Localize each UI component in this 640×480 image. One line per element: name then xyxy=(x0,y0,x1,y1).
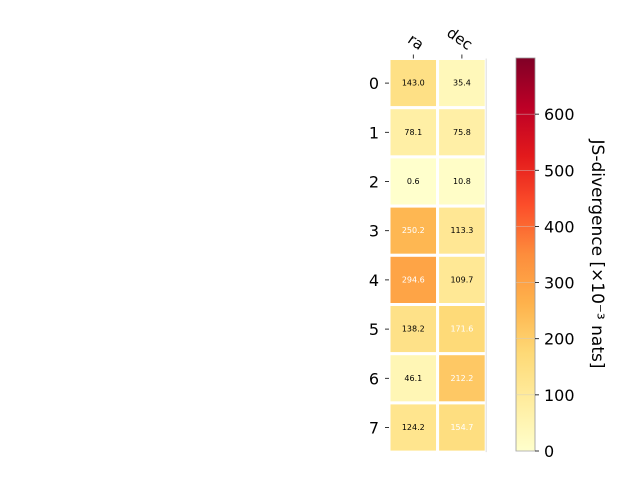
cell-value-label: 113.3 xyxy=(450,226,473,235)
colorbar-label: JS-divergence [×10⁻³ nats] xyxy=(587,139,607,369)
row-tick-label: 1 xyxy=(369,123,379,142)
row-tick-labels: 0 1 2 3 4 5 6 7 xyxy=(369,74,389,438)
cell-value-label: 154.7 xyxy=(450,423,473,432)
row-tick-label: 5 xyxy=(369,320,379,339)
row-tick-label: 3 xyxy=(369,222,379,241)
column-tick-label: ra xyxy=(404,30,427,54)
colorbar-tick-label: 100 xyxy=(544,386,575,405)
row-tick-label: 2 xyxy=(369,173,379,192)
colorbar: 0 100 200 300 400 500 600 xyxy=(515,57,575,461)
cell-value-label: 171.6 xyxy=(450,325,473,334)
heatmap-cell xyxy=(436,401,488,454)
colorbar-tick-label: 600 xyxy=(544,105,575,124)
cell-value-label: 250.2 xyxy=(402,226,425,235)
cell-value-label: 10.8 xyxy=(453,177,471,186)
cell-value-label: 294.6 xyxy=(402,275,425,284)
row-tick-label: 0 xyxy=(369,74,379,93)
column-tick-labels: ra dec xyxy=(404,24,476,59)
colorbar-tick-label: 200 xyxy=(544,330,575,349)
colorbar-gradient xyxy=(515,57,536,452)
colorbar-tick-label: 300 xyxy=(544,274,575,293)
cell-value-label: 138.2 xyxy=(402,325,425,334)
colorbar-tick-label: 0 xyxy=(544,442,554,461)
cell-value-label: 0.6 xyxy=(407,177,420,186)
cell-value-label: 35.4 xyxy=(453,79,471,88)
heatmap-cells: 143.0 35.4 78.1 75.8 0.6 10.8 250.2 113.3 294.6 1… xyxy=(387,57,488,454)
cell-value-label: 124.2 xyxy=(402,423,425,432)
row-tick-label: 6 xyxy=(369,369,379,388)
heatmap-cell xyxy=(436,204,488,257)
column-tick-label: dec xyxy=(443,24,475,54)
colorbar-tick-label: 400 xyxy=(544,217,575,236)
heatmap-cell xyxy=(436,253,488,307)
cell-value-label: 75.8 xyxy=(453,128,471,137)
cell-value-label: 109.7 xyxy=(450,275,473,284)
cell-value-label: 143.0 xyxy=(402,79,425,88)
cell-value-label: 78.1 xyxy=(404,128,422,137)
colorbar-tick-label: 500 xyxy=(544,161,575,180)
row-tick-label: 4 xyxy=(369,271,379,290)
row-tick-label: 7 xyxy=(369,419,379,438)
cell-value-label: 46.1 xyxy=(404,374,422,383)
cell-value-label: 212.2 xyxy=(450,374,473,383)
